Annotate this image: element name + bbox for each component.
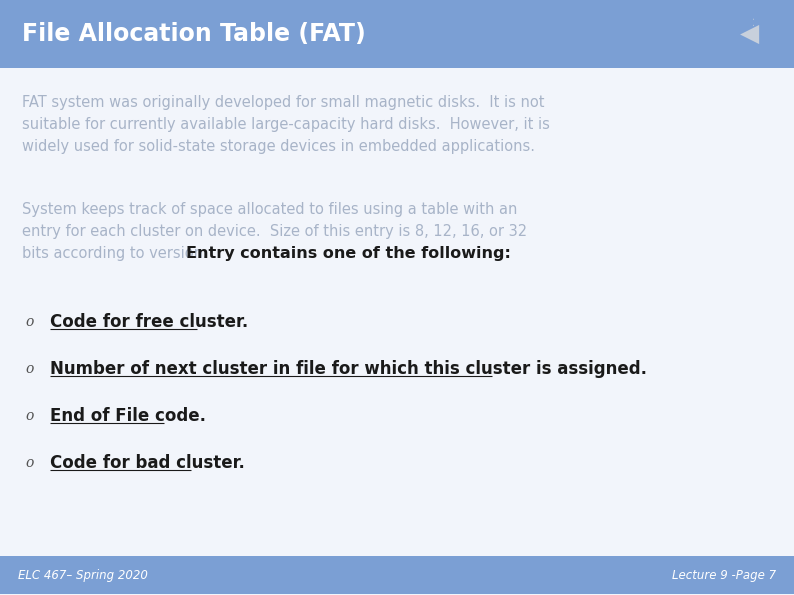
- Text: entry for each cluster on device.  Size of this entry is 8, 12, 16, or 32: entry for each cluster on device. Size o…: [22, 224, 527, 239]
- Text: File Allocation Table (FAT): File Allocation Table (FAT): [22, 22, 366, 46]
- Text: FAT system was originally developed for small magnetic disks.  It is not: FAT system was originally developed for …: [22, 95, 545, 110]
- Text: widely used for solid-state storage devices in embedded applications.: widely used for solid-state storage devi…: [22, 139, 535, 154]
- Text: o: o: [26, 456, 34, 470]
- Text: o: o: [26, 409, 34, 423]
- Text: End of File code.: End of File code.: [50, 407, 206, 425]
- Text: · · ·: · · ·: [750, 17, 760, 32]
- Text: Entry contains one of the following:: Entry contains one of the following:: [186, 246, 511, 261]
- Text: ◀: ◀: [740, 22, 760, 46]
- Text: Code for bad cluster.: Code for bad cluster.: [50, 454, 245, 472]
- Text: suitable for currently available large-capacity hard disks.  However, it is: suitable for currently available large-c…: [22, 117, 550, 132]
- FancyBboxPatch shape: [0, 0, 794, 68]
- Text: ELC 467– Spring 2020: ELC 467– Spring 2020: [18, 568, 148, 581]
- Text: System keeps track of space allocated to files using a table with an: System keeps track of space allocated to…: [22, 202, 518, 217]
- Text: Code for free cluster.: Code for free cluster.: [50, 313, 249, 331]
- FancyBboxPatch shape: [0, 556, 794, 594]
- Text: o: o: [26, 362, 34, 376]
- Text: Number of next cluster in file for which this cluster is assigned.: Number of next cluster in file for which…: [50, 360, 647, 378]
- Text: bits according to version.: bits according to version.: [22, 246, 217, 261]
- Text: Lecture 9 -Page 7: Lecture 9 -Page 7: [672, 568, 776, 581]
- Text: o: o: [26, 315, 34, 329]
